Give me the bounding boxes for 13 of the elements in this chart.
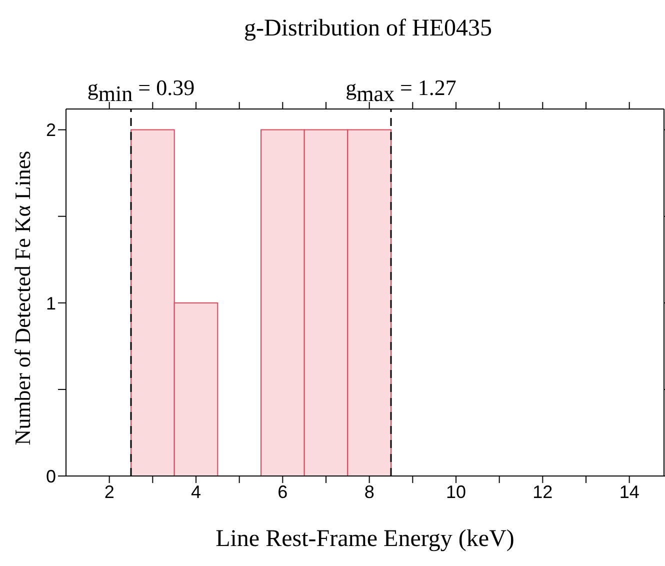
x-tick-label: 6 <box>278 482 288 502</box>
x-tick-label: 12 <box>532 482 553 502</box>
x-tick-label: 4 <box>190 482 202 502</box>
x-tick-label: 14 <box>619 482 640 502</box>
y-axis-title: Number of Detected Fe Kα Lines <box>10 150 35 446</box>
x-axis-title: Line Rest-Frame Energy (keV) <box>216 526 514 552</box>
x-tick-label: 2 <box>104 482 114 502</box>
chart-title: g-Distribution of HE0435 <box>244 16 492 42</box>
y-tick-label: 0 <box>46 466 56 486</box>
x-tick-label: 8 <box>364 482 374 502</box>
y-tick-label: 1 <box>46 293 56 314</box>
y-tick-label: 2 <box>46 120 56 140</box>
x-tick-label: 10 <box>446 482 466 502</box>
